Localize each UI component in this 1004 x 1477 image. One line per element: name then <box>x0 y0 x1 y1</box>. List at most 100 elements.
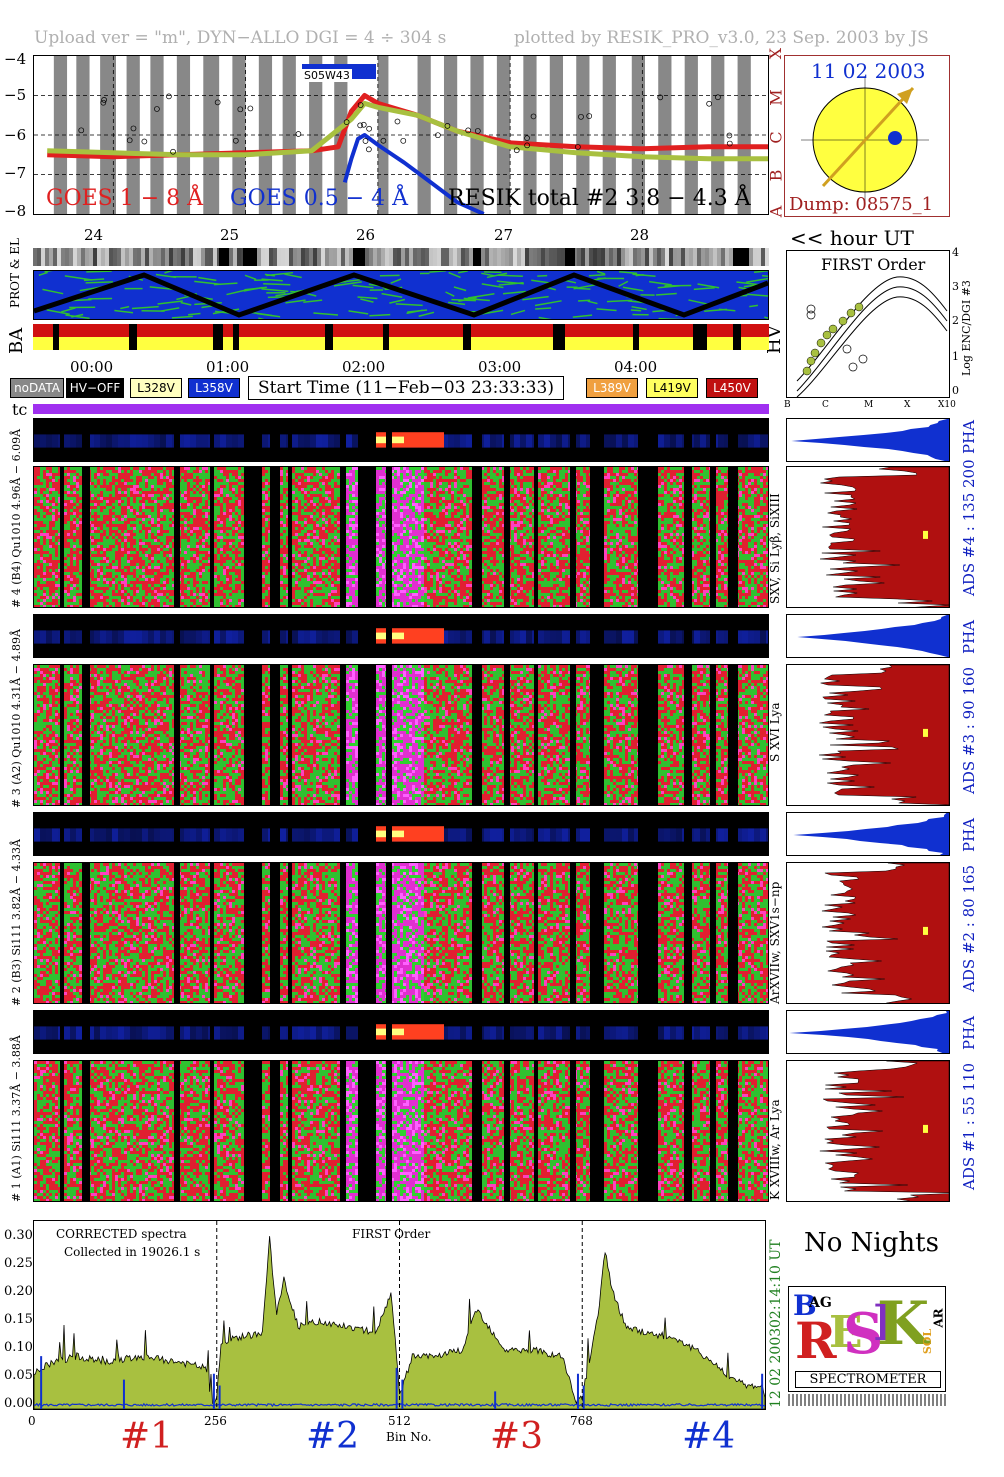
dyn-pixel <box>67 539 70 542</box>
dyn-pixel <box>220 515 223 518</box>
dyn-pixel <box>100 578 103 581</box>
dyn-pixel <box>142 590 145 593</box>
dyn-pixel <box>121 488 124 491</box>
dyn-pixel <box>142 548 145 551</box>
dyn-pixel <box>172 482 175 485</box>
dyn-pixel <box>265 551 268 554</box>
dyn-pixel <box>130 581 133 584</box>
dyn-pixel <box>121 500 124 503</box>
dyn-pixel <box>40 548 43 551</box>
outlier-point <box>166 93 172 100</box>
dyn-pixel <box>124 473 127 476</box>
pha-column <box>280 434 286 448</box>
dyn-pixel <box>148 530 151 533</box>
coverage-cell <box>697 248 701 266</box>
dyn-pixel <box>238 569 241 572</box>
coverage-cell <box>161 248 165 266</box>
dyn-pixel <box>280 515 283 518</box>
dyn-pixel <box>292 536 295 539</box>
dyn-pixel <box>193 509 196 512</box>
dyn-pixel <box>295 587 298 590</box>
dyn-pixel <box>169 581 172 584</box>
dyn-pixel <box>112 542 115 545</box>
dyn-pixel <box>184 515 187 518</box>
dyn-pixel <box>121 605 124 607</box>
dyn-pixel <box>97 551 100 554</box>
dyn-pixel <box>232 479 235 482</box>
dyn-pixel <box>241 503 244 506</box>
dyn-pixel <box>208 518 211 521</box>
dyn-pixel <box>190 578 193 581</box>
dyn-pixel <box>52 605 55 607</box>
dyn-pixel <box>223 563 226 566</box>
dyn-pixel <box>157 560 160 563</box>
dyn-pixel <box>166 593 169 596</box>
dyn-pixel <box>55 599 58 602</box>
dyn-pixel <box>226 467 229 470</box>
dyn-pixel <box>226 557 229 560</box>
dyn-pixel <box>154 602 157 605</box>
outlier-point <box>232 137 239 144</box>
dyn-pixel <box>64 482 67 485</box>
dyn-pixel <box>235 602 238 605</box>
coverage-cell <box>213 248 217 266</box>
dyn-pixel <box>238 500 241 503</box>
dyn-pixel <box>238 542 241 545</box>
dyn-pixel <box>154 515 157 518</box>
dyn-pixel <box>37 560 40 563</box>
dyn-pixel <box>241 521 244 524</box>
dyn-pixel <box>112 539 115 542</box>
coverage-cell <box>625 248 629 266</box>
dyn-pixel <box>49 590 52 593</box>
dyn-pixel <box>43 602 46 605</box>
dyn-pixel <box>226 605 229 607</box>
dyn-pixel <box>112 479 115 482</box>
dyn-pixel <box>268 509 271 512</box>
dyn-pixel <box>202 548 205 551</box>
dyn-pixel <box>145 563 148 566</box>
dyn-pixel <box>190 497 193 500</box>
dyn-pixel <box>160 542 163 545</box>
dyn-pixel <box>109 587 112 590</box>
dyn-pixel <box>130 584 133 587</box>
dyn-pixel <box>148 494 151 497</box>
dyn-pixel <box>202 593 205 596</box>
dyn-pixel <box>229 515 232 518</box>
dyn-pixel <box>181 569 184 572</box>
dyn-pixel <box>298 533 301 536</box>
dyn-pixel <box>235 587 238 590</box>
pha-column <box>658 434 664 448</box>
dyn-pixel <box>262 467 265 470</box>
dyn-pixel <box>265 569 268 572</box>
dyn-pixel <box>121 536 124 539</box>
dyn-pixel <box>127 479 130 482</box>
coverage-cell <box>125 248 129 266</box>
pha-column <box>238 434 244 448</box>
dyn-pixel <box>67 551 70 554</box>
dyn-pixel <box>235 509 238 512</box>
dyn-pixel <box>58 548 61 551</box>
dyn-pixel <box>157 518 160 521</box>
dyn-pixel <box>43 479 46 482</box>
dyn-pixel <box>196 578 199 581</box>
dyn-pixel <box>109 584 112 587</box>
dyn-pixel <box>121 530 124 533</box>
dyn-pixel <box>55 467 58 470</box>
dyn-pixel <box>58 587 61 590</box>
dyn-pixel <box>166 560 169 563</box>
dyn-pixel <box>235 530 238 533</box>
dyn-pixel <box>55 605 58 607</box>
dyn-pixel <box>94 527 97 530</box>
dyn-pixel <box>79 485 82 488</box>
dyn-pixel <box>187 551 190 554</box>
coverage-cell <box>721 248 725 266</box>
dyn-pixel <box>187 602 190 605</box>
dyn-pixel <box>70 503 73 506</box>
dyn-pixel <box>112 467 115 470</box>
dyn-pixel <box>103 473 106 476</box>
dyn-pixel <box>91 479 94 482</box>
dyn-pixel <box>196 536 199 539</box>
coverage-cell <box>93 248 97 266</box>
coverage-cell <box>105 248 109 266</box>
dyn-pixel <box>127 527 130 530</box>
